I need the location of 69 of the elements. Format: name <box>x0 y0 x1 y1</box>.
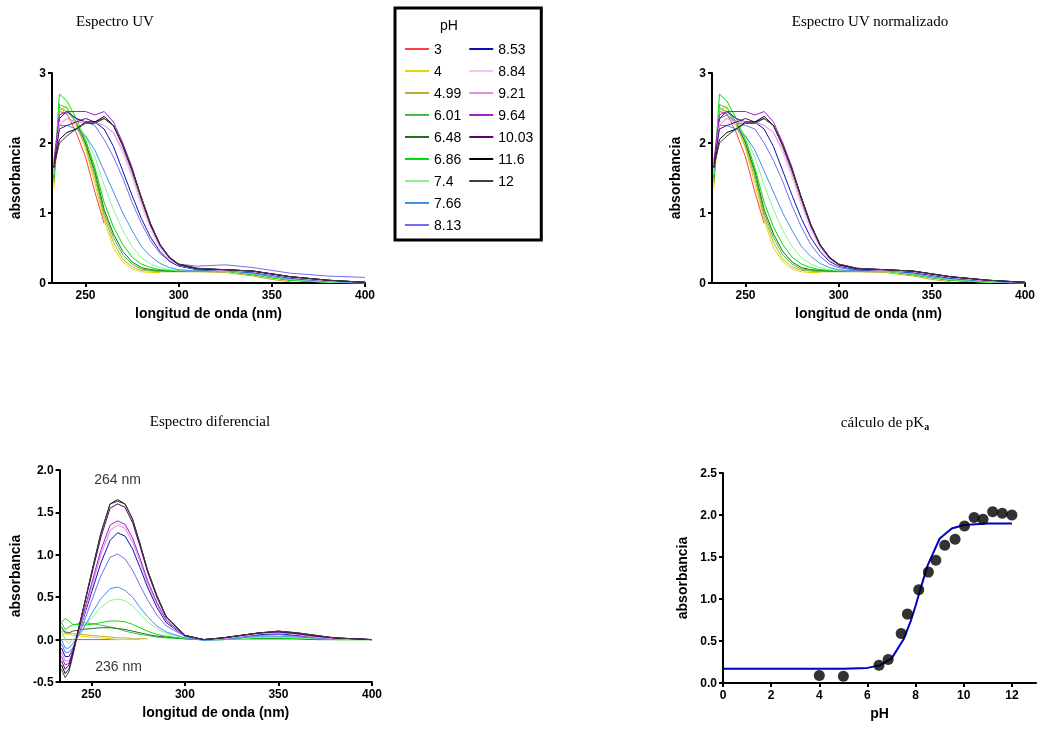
x-tick-label: 10 <box>957 688 971 702</box>
x-tick-label: 4 <box>815 688 823 702</box>
x-tick-label: 300 <box>174 687 196 701</box>
legend-label: 8.53 <box>498 41 526 57</box>
annotation: 236 nm <box>95 657 142 674</box>
chart-title: Espectro UV normalizado <box>791 12 949 29</box>
y-axis-title: absorbancia <box>674 536 691 620</box>
x-axis-title: pH <box>870 704 889 721</box>
y-tick-label: 0 <box>699 276 707 290</box>
annotation: 264 nm <box>94 470 141 487</box>
y-tick-label: 2.0 <box>700 508 718 522</box>
x-tick-label: 400 <box>361 687 383 701</box>
legend-label: 9.21 <box>498 85 526 101</box>
y-tick-label: 3 <box>699 66 707 80</box>
y-tick-label: 2 <box>39 136 47 150</box>
x-tick-label: 6 <box>864 688 872 702</box>
x-tick-label: 350 <box>921 288 943 302</box>
x-tick-label: 350 <box>268 687 289 701</box>
y-tick-label: 1.0 <box>36 547 54 562</box>
legend-label: 11.6 <box>498 151 525 167</box>
chart-title: Espectro UV <box>76 12 155 29</box>
legend-title: pH <box>440 17 458 33</box>
x-tick-label: 2 <box>767 688 775 702</box>
y-tick-label: 0.0 <box>700 676 718 690</box>
x-tick-label: 12 <box>1005 688 1019 702</box>
legend-label: 4 <box>434 63 442 79</box>
legend-label: 7.66 <box>434 195 462 211</box>
y-tick-label: 2 <box>699 136 707 150</box>
x-axis-title: longitud de onda (nm) <box>135 304 282 321</box>
legend-label: 6.86 <box>434 151 462 167</box>
x-axis-title: longitud de onda (nm) <box>795 304 942 321</box>
y-tick-label: 3 <box>39 66 47 80</box>
y-tick-label: 2.0 <box>36 463 54 477</box>
legend-label: 10.03 <box>498 129 534 145</box>
x-tick-label: 300 <box>828 288 850 302</box>
legend-label: 6.01 <box>434 107 462 123</box>
legend-label: 6.48 <box>434 129 462 145</box>
legend-label: 9.64 <box>498 107 526 123</box>
x-tick-label: 350 <box>261 288 283 302</box>
legend-label: 7.4 <box>434 173 454 189</box>
y-tick-label: 0.5 <box>700 634 718 648</box>
y-tick-label: 0.5 <box>36 590 54 605</box>
legend-label: 8.84 <box>498 63 526 79</box>
y-axis-title: absorbancia <box>7 534 23 618</box>
x-tick-label: 250 <box>735 288 756 302</box>
chart-title: Espectro diferencial <box>149 412 271 429</box>
x-tick-label: 250 <box>75 288 96 302</box>
legend-label: 12 <box>498 173 515 189</box>
legend-label: 3 <box>434 41 442 57</box>
x-tick-label: 250 <box>81 687 102 701</box>
y-tick-label: 1 <box>699 206 707 220</box>
y-tick-label: 0.0 <box>36 632 54 647</box>
y-tick-label: 1.5 <box>36 505 54 520</box>
x-tick-label: 0 <box>719 688 727 702</box>
y-tick-label: 1.0 <box>700 592 718 606</box>
x-tick-label: 400 <box>354 288 376 302</box>
legend-label: 8.13 <box>434 217 462 233</box>
y-axis-title: absorbancia <box>667 136 683 220</box>
y-tick-label: -0.5 <box>32 675 54 689</box>
legend-label: 4.99 <box>434 85 462 101</box>
x-tick-label: 300 <box>168 288 190 302</box>
x-axis-title: longitud de onda (nm) <box>142 703 290 720</box>
x-tick-label: 400 <box>1014 288 1036 302</box>
y-tick-label: 0 <box>39 276 47 290</box>
y-axis-title: absorbancia <box>7 136 23 220</box>
y-tick-label: 2.5 <box>700 466 718 480</box>
y-tick-label: 1.5 <box>700 550 718 564</box>
x-tick-label: 8 <box>912 688 920 702</box>
y-tick-label: 1 <box>39 206 47 220</box>
